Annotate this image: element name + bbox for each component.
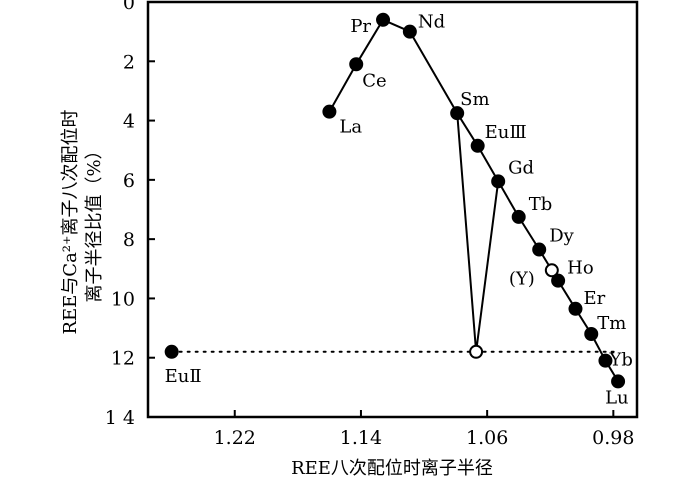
y-axis-title-line-2: 离子半径比值（%）	[84, 141, 105, 302]
point-label: EuⅢ	[485, 122, 527, 143]
point-label: Dy	[549, 226, 574, 247]
data-point-filled	[511, 209, 526, 224]
y-tick-label: 4	[123, 111, 135, 133]
y-axis-ticks: 0 2 4 6 8 10 12 1 4	[105, 0, 155, 429]
x-axis-ticks: 1.22 1.14 1.06 0.98	[214, 410, 634, 449]
data-point-filled	[164, 344, 179, 359]
point-label: Gd	[508, 157, 534, 178]
data-point-filled	[568, 301, 583, 316]
y-tick-label: 6	[123, 170, 135, 192]
data-point-filled	[598, 353, 613, 368]
point-label: Ho	[567, 258, 594, 279]
point-label: Tm	[597, 313, 626, 334]
data-point-filled	[584, 327, 599, 341]
data-point-filled	[450, 106, 465, 121]
point-label: La	[339, 117, 362, 138]
y-tick-label: 12	[111, 348, 135, 370]
data-point-filled	[349, 57, 364, 72]
y-tick-label: 10	[111, 288, 135, 310]
x-tick-label: 0.98	[592, 427, 634, 449]
data-point-open	[469, 344, 484, 359]
data-point-filled	[376, 12, 391, 27]
point-label: Sm	[460, 89, 489, 110]
data-point-filled	[491, 174, 506, 189]
plot-area-border	[146, 0, 639, 419]
point-label: Er	[583, 288, 605, 309]
point-label: Ce	[362, 70, 386, 91]
data-point-filled	[470, 138, 485, 153]
y-axis-title-line-1: REE与Ca²⁺离子八次配位时	[60, 109, 81, 334]
data-point-filled	[611, 374, 626, 389]
point-label: Tb	[529, 194, 553, 215]
point-label: Yb	[608, 350, 632, 371]
data-point-open	[544, 263, 559, 278]
y-axis-title: REE与Ca²⁺离子八次配位时 离子半径比值（%）	[60, 109, 105, 334]
x-tick-label: 1.14	[340, 427, 382, 449]
x-tick-label: 1.06	[466, 427, 508, 449]
point-label: Pr	[350, 16, 371, 37]
y-tick-label: 8	[123, 229, 135, 251]
point-label: EuⅡ	[165, 366, 202, 387]
point-label: Lu	[605, 387, 629, 408]
data-point-filled	[402, 24, 417, 39]
x-tick-label: 1.22	[214, 427, 256, 449]
point-label: Nd	[418, 12, 445, 33]
data-point-filled	[322, 104, 337, 119]
plot-frame	[146, 0, 639, 419]
y-tick-label: 0	[123, 0, 135, 14]
y-tick-label: 1 4	[105, 407, 135, 429]
series-points	[164, 12, 626, 389]
point-labels: La Ce Pr Nd Sm EuⅢ Gd Tb Dy Ho (Y) Er Tm Yb Lu EuⅡ	[165, 12, 633, 409]
y-tick-label: 2	[123, 51, 135, 73]
data-point-filled	[532, 242, 547, 257]
x-axis-title: REE八次配位时离子半径	[291, 458, 493, 479]
point-label: (Y)	[509, 268, 535, 289]
data-point-filled	[551, 273, 566, 288]
